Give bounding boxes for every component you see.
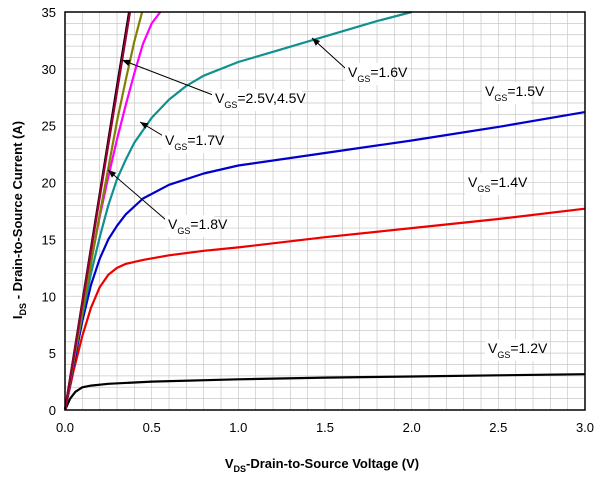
series-line-vgs-1-6v <box>63 10 412 411</box>
y-tick-label: 20 <box>42 176 56 191</box>
series-line-vgs-1-5v <box>63 111 586 411</box>
arrow-head <box>312 38 321 46</box>
x-tick-label: 0.0 <box>56 420 74 435</box>
x-tick-label: 2.5 <box>489 420 507 435</box>
x-tick-labels: 0.0 0.5 1.0 1.5 2.0 2.5 3.0 <box>56 420 594 435</box>
annotation-background <box>165 215 214 237</box>
annotation-background <box>212 89 302 111</box>
annotation-arrow <box>121 59 214 96</box>
annotation-label: VGS=2.5V,4.5V <box>215 90 306 110</box>
series-line-vgs-1-8v <box>63 11 144 411</box>
y-axis-title: IDS - Drain-to-Source Current (A) <box>10 121 28 319</box>
annotations: VGS=1.6V VGS=2.5V,4.5V VGS=1.5V VGS=1.7V VGS… <box>107 37 548 361</box>
annotation-label: VGS=1.7V <box>165 132 225 152</box>
annotation-background <box>465 173 514 195</box>
series-line-vgs-1-2v <box>63 373 586 411</box>
annotation-label: VGS=1.6V <box>348 64 408 84</box>
annotation-background <box>345 63 394 85</box>
series-line-vgs-4-5v <box>63 11 132 411</box>
annotation-label: VGS=1.5V <box>485 83 545 103</box>
y-tick-label: 25 <box>42 119 56 134</box>
arrow-head <box>108 170 117 178</box>
annotation-background <box>485 339 534 361</box>
x-tick-label: 1.5 <box>316 420 334 435</box>
y-tick-label: 10 <box>42 289 56 304</box>
y-tick-labels: 0 5 10 15 20 25 30 35 <box>42 5 56 418</box>
annotation-arrow <box>107 169 167 221</box>
y-tick-label: 0 <box>49 403 56 418</box>
x-axis-title: VDS-Drain-to-Source Voltage (V) <box>225 456 419 474</box>
y-tick-label: 35 <box>42 5 56 20</box>
x-tick-label: 0.5 <box>143 420 161 435</box>
arrow-head <box>140 122 149 129</box>
curves <box>63 10 586 411</box>
x-tick-label: 3.0 <box>576 420 594 435</box>
y-tick-label: 5 <box>49 346 56 361</box>
annotation-label: VGS=1.2V <box>488 340 548 360</box>
plot-frame <box>64 11 586 411</box>
annotation-background <box>482 82 531 104</box>
x-tick-label: 1.0 <box>229 420 247 435</box>
arrow-head <box>122 59 131 66</box>
annotation-background <box>162 131 211 153</box>
annotation-label: VGS=1.4V <box>468 174 528 194</box>
y-tick-label: 15 <box>42 232 56 247</box>
y-tick-label: 30 <box>42 62 56 77</box>
series-line-vgs-1-4v <box>63 207 586 411</box>
x-tick-label: 2.0 <box>403 420 421 435</box>
annotation-label: VGS=1.8V <box>168 216 228 236</box>
